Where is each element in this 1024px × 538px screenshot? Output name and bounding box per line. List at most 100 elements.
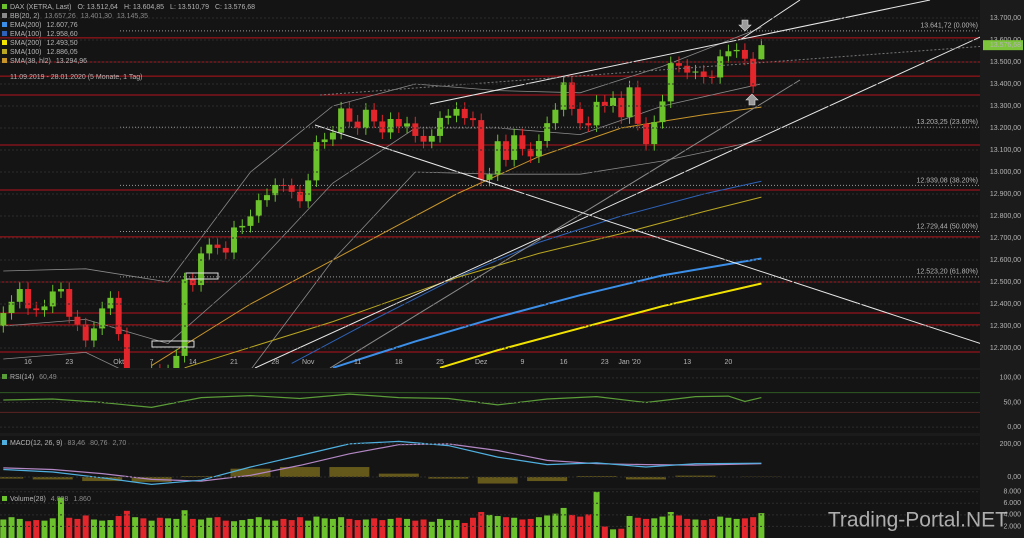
- histogram-bar: [428, 476, 469, 479]
- x-tick-label: 16: [24, 359, 32, 366]
- legend-value: 13.145,35: [117, 13, 148, 20]
- volume-bar: [461, 522, 468, 538]
- fib-label: 12.939,08 (38.20%): [917, 177, 979, 184]
- candle-body: [16, 289, 23, 302]
- volume-bar: [552, 513, 559, 538]
- panel-title: MACD(12, 26, 9) 83,46 80,76 2,70: [10, 440, 126, 447]
- volume-bar: [288, 520, 295, 538]
- x-tick-label: 20: [725, 359, 733, 366]
- candle-body: [371, 109, 378, 122]
- volume-bar: [494, 516, 501, 538]
- y-tick-label: 12.800,00: [990, 213, 1021, 220]
- volume-bar: [404, 518, 411, 538]
- panel-title: RSI(14) 60,49: [10, 374, 57, 381]
- volume-bar: [346, 518, 353, 538]
- legend-entry: SMA(38, hl2) 13.294,96: [10, 58, 87, 65]
- volume-bar: [255, 517, 262, 538]
- y-tick-label: 13.500,00: [990, 59, 1021, 66]
- candle-body: [247, 216, 254, 226]
- volume-bar: [502, 517, 509, 538]
- candle-body: [49, 291, 56, 307]
- volume-plot: [0, 491, 765, 538]
- y-tick-label: 4.000: [1003, 512, 1021, 519]
- candle-body: [502, 141, 509, 160]
- x-tick-label: 23: [601, 359, 609, 366]
- volume-bar: [74, 518, 81, 538]
- volume-bar: [148, 520, 155, 538]
- x-tick-label: Nov: [302, 359, 315, 366]
- candle-body: [741, 49, 748, 59]
- candle-body: [601, 101, 608, 107]
- candle-body: [700, 71, 707, 77]
- y-tick-label: 8.000: [1003, 489, 1021, 496]
- candle-body: [239, 225, 246, 228]
- histogram-bar: [329, 467, 370, 477]
- candle-body: [379, 121, 386, 133]
- x-tick-label: 25: [436, 359, 444, 366]
- candle-body: [420, 135, 427, 142]
- volume-bar: [173, 518, 180, 538]
- rsi-line: [3, 393, 762, 409]
- legend-swatch: [2, 40, 7, 45]
- candle-body: [296, 191, 303, 202]
- candle-body: [577, 108, 584, 124]
- candle-body: [354, 121, 361, 129]
- volume-bar: [181, 510, 188, 538]
- volume-bar: [643, 518, 650, 538]
- y-tick-label: 12.600,00: [990, 257, 1021, 264]
- volume-bar: [387, 518, 394, 538]
- volume-bar: [0, 519, 7, 538]
- candle-body: [231, 227, 238, 253]
- candle-body: [626, 87, 633, 118]
- legend-swatch: [2, 58, 7, 63]
- histogram-bar: [279, 467, 320, 477]
- legend-swatch: [2, 4, 7, 9]
- band-line: [3, 139, 762, 368]
- candle-body: [33, 308, 40, 311]
- indicator-line: [184, 196, 762, 368]
- candle-body: [255, 200, 262, 217]
- candle-body: [535, 140, 542, 157]
- candle-body: [362, 109, 369, 129]
- volume-bar: [544, 515, 551, 538]
- x-tick-label: 11: [354, 359, 361, 366]
- fib-label: 12.523,20 (61.80%): [917, 269, 979, 276]
- x-tick-label: 7: [150, 359, 154, 366]
- y-tick-label: 13.200,00: [990, 125, 1021, 132]
- volume-bar: [165, 518, 172, 538]
- candle-body: [610, 97, 617, 107]
- candle-body: [66, 289, 73, 317]
- candle-body: [8, 301, 15, 314]
- candle-body: [41, 306, 48, 311]
- volume-bar: [478, 511, 485, 538]
- legend-value: 12.886,05: [47, 49, 78, 56]
- volume-bar: [156, 517, 163, 538]
- candle-body: [329, 132, 336, 140]
- header-value: O: 13.512,64: [77, 4, 118, 11]
- volume-bar: [412, 520, 419, 538]
- price-panel: [0, 0, 980, 368]
- panel-value: 83,46: [68, 440, 86, 447]
- histogram-bar: [82, 476, 123, 482]
- volume-bar: [222, 520, 229, 538]
- candle-body: [0, 313, 7, 326]
- candle-body: [74, 316, 81, 325]
- candle-body: [486, 174, 493, 180]
- candle-body: [445, 115, 452, 118]
- legend-swatch: [2, 31, 7, 36]
- candle-body: [313, 142, 320, 181]
- band-line: [3, 27, 762, 283]
- volume-bar: [123, 510, 130, 538]
- candle-body: [288, 185, 295, 192]
- volume-bar: [379, 520, 386, 538]
- x-tick-label: 28: [271, 359, 279, 366]
- volume-bar: [725, 517, 732, 538]
- volume-bar: [107, 520, 114, 538]
- candle-body: [494, 141, 501, 175]
- panel-value: 1.860: [73, 496, 91, 503]
- legend-swatch: [2, 13, 7, 18]
- panel-value: 4.098: [51, 496, 69, 503]
- histogram-bar: [527, 476, 568, 482]
- volume-bar: [453, 520, 460, 538]
